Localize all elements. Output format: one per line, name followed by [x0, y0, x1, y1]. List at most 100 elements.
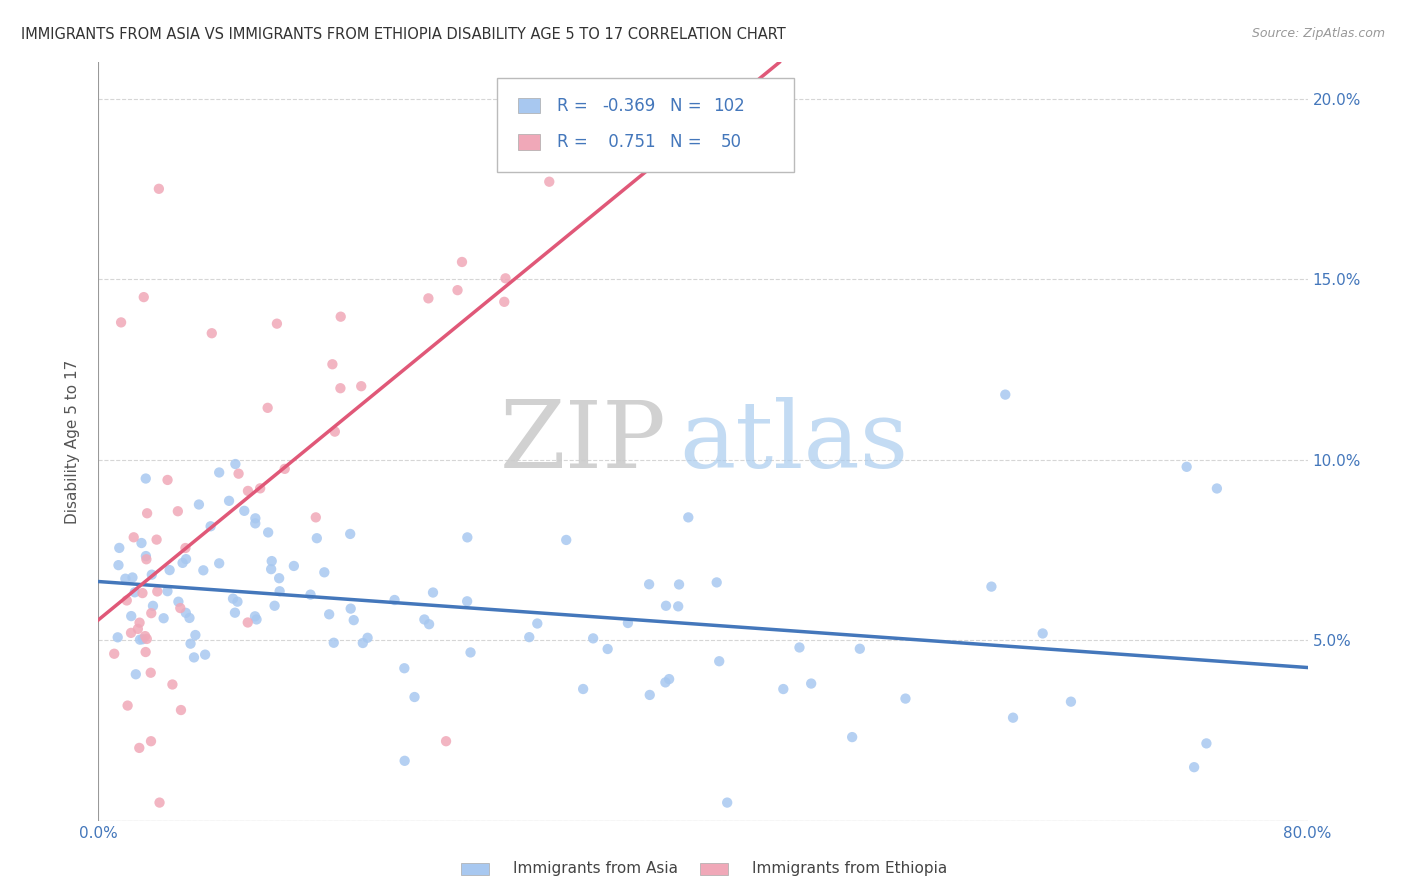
Point	[156, 473, 179, 487]
Point	[495, 271, 517, 285]
Point	[329, 381, 352, 395]
Text: Immigrants from Ethiopia: Immigrants from Ethiopia	[752, 862, 948, 876]
Point	[555, 533, 578, 547]
Point	[128, 615, 150, 630]
Point	[135, 632, 157, 646]
Point	[236, 615, 259, 630]
Point	[305, 510, 328, 524]
Point	[156, 584, 179, 599]
Point	[120, 626, 142, 640]
Text: 102: 102	[713, 96, 744, 115]
Point	[141, 606, 163, 620]
Point	[135, 471, 157, 485]
Point	[194, 648, 217, 662]
Point	[117, 698, 139, 713]
Point	[343, 613, 366, 627]
Point	[208, 557, 231, 571]
Point	[136, 506, 159, 520]
Point	[655, 599, 678, 613]
Point	[180, 637, 202, 651]
Point	[456, 594, 478, 608]
Point	[772, 681, 794, 696]
Text: Source: ZipAtlas.com: Source: ZipAtlas.com	[1251, 27, 1385, 40]
Point	[128, 740, 150, 755]
Point	[596, 642, 619, 657]
Point	[329, 310, 352, 324]
Point	[174, 606, 197, 620]
Point	[716, 796, 738, 810]
Point	[245, 511, 267, 525]
Point	[174, 552, 197, 566]
Point	[456, 530, 478, 544]
Point	[350, 379, 373, 393]
FancyBboxPatch shape	[498, 78, 793, 172]
Point	[132, 290, 155, 304]
Point	[236, 483, 259, 498]
Point	[135, 552, 157, 566]
Point	[114, 572, 136, 586]
Text: 0.751: 0.751	[603, 133, 655, 151]
Point	[654, 675, 676, 690]
Point	[134, 629, 156, 643]
Point	[1002, 711, 1025, 725]
Text: R =: R =	[557, 96, 593, 115]
Point	[145, 533, 167, 547]
Point	[404, 690, 426, 704]
Point	[103, 647, 125, 661]
Point	[413, 612, 436, 626]
Text: -0.369: -0.369	[603, 96, 655, 115]
Point	[162, 677, 184, 691]
Point	[127, 622, 149, 636]
Point	[146, 584, 169, 599]
Point	[1032, 626, 1054, 640]
Point	[356, 631, 378, 645]
Point	[260, 562, 283, 576]
Point	[849, 641, 872, 656]
Point	[322, 636, 344, 650]
Point	[131, 586, 153, 600]
Point	[283, 558, 305, 573]
Point	[305, 531, 328, 545]
Point	[678, 510, 700, 524]
Point	[166, 504, 188, 518]
Point	[249, 481, 271, 495]
Point	[538, 175, 561, 189]
Point	[183, 650, 205, 665]
Point	[460, 645, 482, 659]
Point	[122, 530, 145, 544]
Point	[273, 462, 295, 476]
Point	[994, 387, 1017, 401]
Point	[422, 585, 444, 599]
Point	[894, 691, 917, 706]
Point	[200, 519, 222, 533]
Point	[228, 467, 250, 481]
Text: atlas: atlas	[679, 397, 908, 486]
Point	[139, 734, 162, 748]
Point	[269, 571, 291, 585]
Point	[980, 580, 1002, 594]
Point	[384, 593, 406, 607]
Point	[222, 591, 245, 606]
Text: N =: N =	[671, 133, 702, 151]
Text: IMMIGRANTS FROM ASIA VS IMMIGRANTS FROM ETHIOPIA DISABILITY AGE 5 TO 17 CORRELAT: IMMIGRANTS FROM ASIA VS IMMIGRANTS FROM …	[21, 27, 786, 42]
Point	[256, 401, 278, 415]
Point	[638, 688, 661, 702]
Point	[245, 612, 267, 626]
Point	[159, 563, 181, 577]
Y-axis label: Disability Age 5 to 17: Disability Age 5 to 17	[65, 359, 80, 524]
Point	[314, 566, 336, 580]
Point	[243, 609, 266, 624]
Point	[526, 616, 548, 631]
Point	[245, 516, 267, 531]
Point	[1060, 695, 1083, 709]
Point	[193, 563, 215, 577]
Point	[339, 527, 361, 541]
Point	[260, 554, 283, 568]
Point	[152, 611, 174, 625]
Point	[148, 182, 170, 196]
Point	[107, 558, 129, 573]
Point	[299, 588, 322, 602]
Point	[668, 577, 690, 591]
Text: R =: R =	[557, 133, 593, 151]
Point	[187, 498, 209, 512]
